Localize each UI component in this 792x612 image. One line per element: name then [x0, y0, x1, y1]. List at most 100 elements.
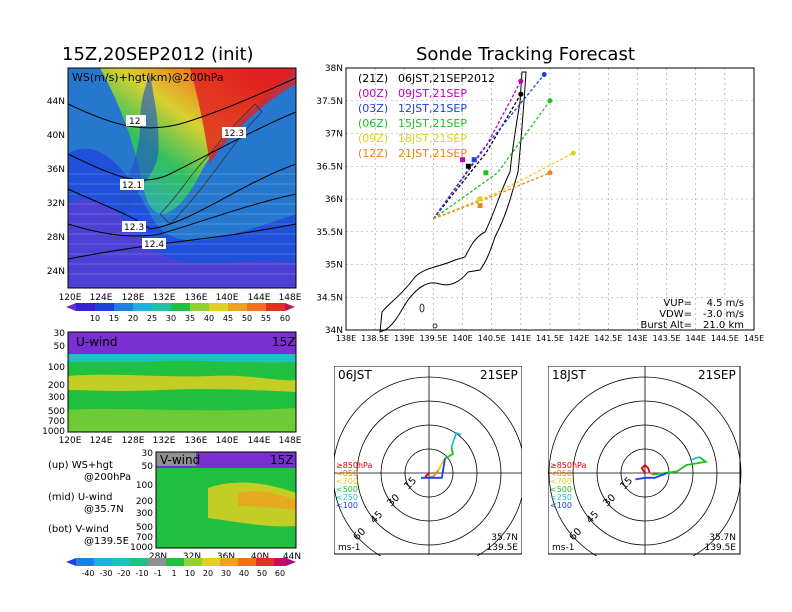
track-lon-tick: 144.5E — [711, 334, 739, 343]
hodo-level: ≥850hPa — [550, 461, 587, 470]
vwind-lat-tick: 32N — [183, 552, 201, 560]
track-lat-tick: 37N — [325, 130, 343, 140]
map-lon-tick: 132E — [153, 293, 176, 303]
param-burst-value: 21.0 km — [703, 320, 744, 331]
track-endpoint — [547, 170, 553, 176]
hodo-lon: 139.5E — [487, 543, 519, 553]
speed-colorbar-label: 55 — [261, 314, 271, 323]
vwind-p-tick: 30 — [142, 449, 154, 459]
track-balloon-mark — [471, 157, 477, 163]
track-lon-tick: 144E — [686, 334, 706, 343]
left-title: 15Z,20SEP2012 (init) — [62, 44, 254, 65]
map-lon-tick: 148E — [279, 293, 302, 303]
map-lon-tick: 120E — [59, 293, 82, 303]
hodo-level: <100 — [550, 501, 572, 510]
map-panel-label: WS(m/s)+hgt(km)@200hPa — [72, 71, 224, 84]
track-lon-tick: 139.5E — [419, 334, 447, 343]
map-lat-tick: 44N — [47, 97, 65, 107]
note-text: V-wind — [75, 524, 109, 535]
uwind-lon-tick: 120E — [59, 436, 82, 446]
japan-coast — [159, 103, 263, 225]
speed-colorbar-label: 30 — [166, 314, 176, 323]
hodo-ring-labels: 15 30 45 60 — [567, 475, 635, 543]
track-lat-tick: 36N — [325, 195, 343, 205]
hodo-lon: 139.5E — [705, 543, 737, 553]
vwind-p-tick: 1000 — [130, 543, 153, 553]
map-lat-tick: 28N — [47, 233, 65, 243]
note-bot: (bot) V-wind @139.5E — [48, 524, 129, 548]
uwind-lon-tick: 128E — [122, 436, 145, 446]
track-lon-tick: 141.5E — [536, 334, 564, 343]
hodo-time-label: 06JST — [338, 368, 372, 382]
speed-colorbar-label: 35 — [185, 314, 195, 323]
izu-island — [432, 323, 438, 329]
map-lat-tick: 32N — [47, 199, 65, 209]
note-sub: @35.7N — [84, 504, 124, 515]
hodo-level: <500 — [336, 485, 358, 494]
note-mid: (mid) U-wind @35.7N — [48, 492, 124, 516]
map-lat-tick: 24N — [47, 267, 65, 277]
contour-labels: 12 12.3 12.1 12.3 12.4 — [120, 115, 246, 250]
vwind-lat-tick: 44N — [283, 552, 301, 560]
hodo-traces — [421, 431, 462, 479]
track-lat-tick: 34.5N — [316, 293, 343, 303]
hodo-trace — [640, 463, 651, 474]
uwind-stratosphere — [68, 332, 296, 354]
vwind-lat-tick: 28N — [149, 552, 167, 560]
uwind-p-tick: 100 — [48, 363, 65, 373]
izu-island — [419, 303, 425, 313]
vwind-p-tick: 200 — [136, 497, 153, 507]
hodo-units: ms-1 — [552, 543, 574, 553]
track-lon-tick: 138E — [336, 334, 356, 343]
contour-label: 12.3 — [224, 129, 244, 139]
track-endpoint — [547, 98, 553, 104]
map-lat-tick: 40N — [47, 131, 65, 141]
uwind-p-tick: 300 — [48, 393, 65, 403]
hodo-time-label: 18JST — [552, 368, 586, 382]
vwind-gray-patch — [156, 452, 196, 466]
uwind-time: 15Z — [272, 335, 296, 349]
uwind-p-tick: 50 — [54, 342, 66, 352]
uwind-p-tick: 30 — [54, 329, 66, 339]
wind-colorbar-label: -20 — [117, 569, 130, 578]
uwind-p-tick: 500 — [48, 407, 65, 417]
track-series-line — [432, 93, 522, 220]
note-sub: @200hPa — [84, 472, 132, 483]
hodo-date-label: 21SEP — [698, 368, 736, 382]
wind-colorbar-label: 20 — [203, 569, 213, 578]
hodo-ring-label: 30 — [601, 492, 618, 509]
speed-colorbar-label: 15 — [109, 314, 119, 323]
uwind-lon-ticks: 120E 124E 128E 132E 136E 140E 144E 148E — [59, 436, 302, 446]
legend-code-03z: (03Z) — [358, 102, 388, 115]
hodo-trace — [635, 472, 668, 481]
vwind-p-tick: 100 — [136, 481, 153, 491]
hodo-ring-label: 30 — [385, 492, 402, 509]
uwind-lon-tick: 144E — [248, 436, 271, 446]
track-lon-tick: 141E — [511, 334, 531, 343]
legend-time-12z: 21JST,21SEP — [398, 147, 467, 160]
speed-colorbar: 10 15 20 25 30 35 40 45 50 55 60 — [66, 303, 295, 323]
vwind-orange-core — [238, 491, 296, 510]
contour-label: 12 — [129, 117, 140, 127]
map-lat-ticks: 44N 40N 36N 32N 28N 24N — [47, 97, 65, 277]
track-lon-ticks: 138E 138.5E 139E 139.5E 140E 140.5E 141E… — [336, 334, 764, 343]
track-legend: (21Z) 06JST,21SEP2012 (00Z) 09JST,21SEP … — [358, 72, 495, 160]
track-balloon-mark — [477, 203, 483, 209]
height-contours — [68, 77, 296, 260]
track-lon-tick: 142.5E — [594, 334, 622, 343]
hodo-levels: ≥850hPa <850 <700 <500 <250 <100 — [336, 461, 373, 510]
vwind-lat-tick: 36N — [217, 552, 235, 560]
hodo-level: <250 — [550, 493, 572, 502]
track-lon-tick: 140.5E — [478, 334, 506, 343]
map-lon-ticks: 120E 124E 128E 132E 136E 140E 144E 148E — [59, 293, 302, 303]
hodo-level: <100 — [336, 501, 358, 510]
legend-code-09z: (09Z) — [358, 132, 388, 145]
track-lat-tick: 37.5N — [316, 97, 343, 107]
uwind-p-tick: 200 — [48, 381, 65, 391]
hodo-level: <250 — [336, 493, 358, 502]
uwind-yellow-core — [68, 374, 296, 392]
map-lat-tick: 36N — [47, 165, 65, 175]
contour-label: 12.1 — [122, 181, 142, 191]
legend-code-06z: (06Z) — [358, 117, 388, 130]
vwind-frame — [155, 451, 297, 549]
